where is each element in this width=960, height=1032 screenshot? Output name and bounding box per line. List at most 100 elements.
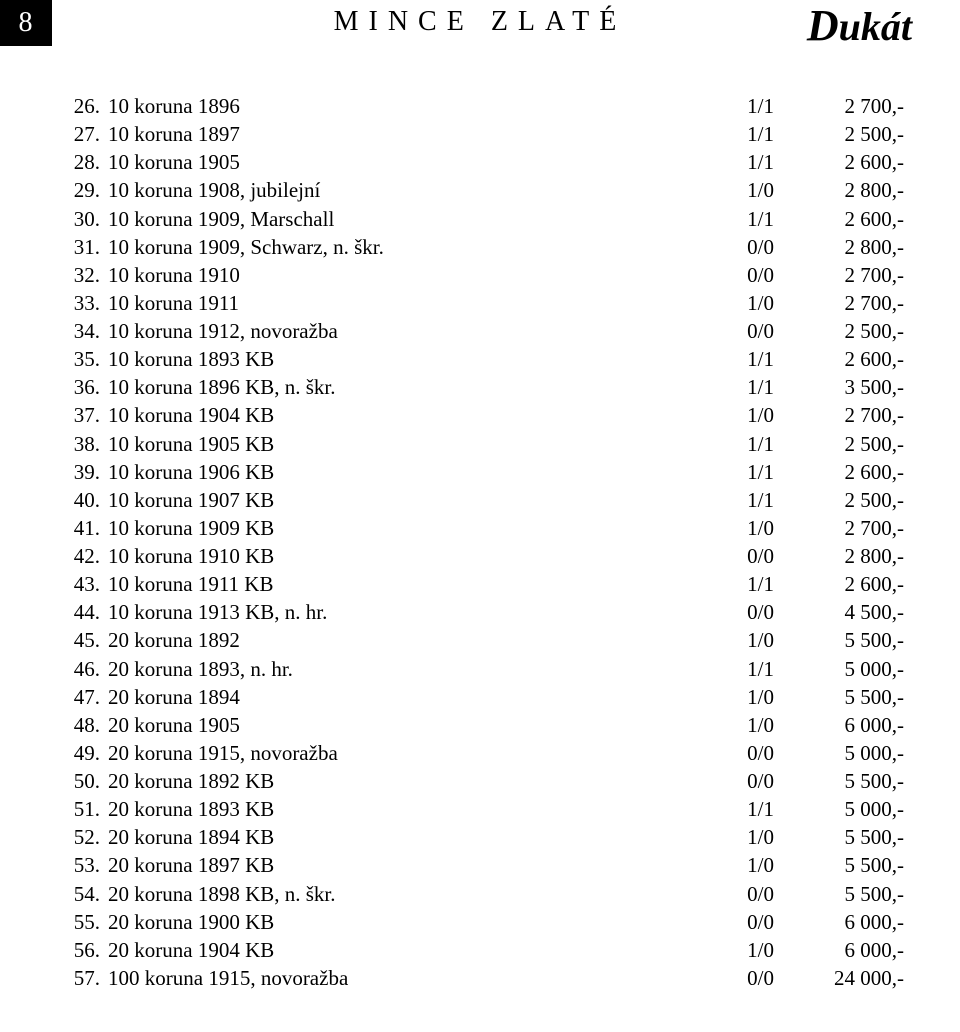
item-price: 2 500,-	[774, 486, 904, 514]
item-description: 10 koruna 1897	[100, 120, 704, 148]
item-description: 20 koruna 1898 KB, n. škr.	[100, 880, 704, 908]
item-number: 56.	[56, 936, 100, 964]
item-description: 10 koruna 1911	[100, 289, 704, 317]
item-grade: 1/1	[704, 458, 774, 486]
item-grade: 1/1	[704, 120, 774, 148]
item-number: 50.	[56, 767, 100, 795]
page-header: 8 MINCE ZLATÉ Dukát	[0, 0, 960, 64]
item-number: 40.	[56, 486, 100, 514]
item-grade: 1/0	[704, 711, 774, 739]
item-number: 48.	[56, 711, 100, 739]
item-description: 10 koruna 1908, jubilejní	[100, 176, 704, 204]
item-price: 5 500,-	[774, 880, 904, 908]
item-price: 5 500,-	[774, 626, 904, 654]
item-description: 20 koruna 1893, n. hr.	[100, 655, 704, 683]
list-item: 46.20 koruna 1893, n. hr.1/15 000,-	[56, 655, 904, 683]
item-number: 29.	[56, 176, 100, 204]
item-grade: 1/0	[704, 514, 774, 542]
item-price: 2 800,-	[774, 542, 904, 570]
item-price: 2 600,-	[774, 345, 904, 373]
item-price: 2 600,-	[774, 205, 904, 233]
item-description: 10 koruna 1904 KB	[100, 401, 704, 429]
item-grade: 1/1	[704, 92, 774, 120]
item-grade: 1/1	[704, 655, 774, 683]
item-description: 10 koruna 1896 KB, n. škr.	[100, 373, 704, 401]
list-item: 44.10 koruna 1913 KB, n. hr.0/04 500,-	[56, 598, 904, 626]
item-grade: 1/1	[704, 148, 774, 176]
page: 8 MINCE ZLATÉ Dukát 26.10 koruna 18961/1…	[0, 0, 960, 1032]
item-number: 37.	[56, 401, 100, 429]
item-description: 10 koruna 1912, novoražba	[100, 317, 704, 345]
item-price: 5 500,-	[774, 683, 904, 711]
list-item: 31.10 koruna 1909, Schwarz, n. škr.0/02 …	[56, 233, 904, 261]
list-item: 50.20 koruna 1892 KB0/05 500,-	[56, 767, 904, 795]
item-price: 5 000,-	[774, 795, 904, 823]
item-grade: 1/1	[704, 205, 774, 233]
list-item: 41.10 koruna 1909 KB1/02 700,-	[56, 514, 904, 542]
list-item: 36.10 koruna 1896 KB, n. škr.1/13 500,-	[56, 373, 904, 401]
item-number: 52.	[56, 823, 100, 851]
item-description: 20 koruna 1905	[100, 711, 704, 739]
item-grade: 0/0	[704, 739, 774, 767]
item-number: 26.	[56, 92, 100, 120]
item-number: 44.	[56, 598, 100, 626]
list-item: 37.10 koruna 1904 KB1/02 700,-	[56, 401, 904, 429]
item-price: 6 000,-	[774, 936, 904, 964]
list-item: 26.10 koruna 18961/12 700,-	[56, 92, 904, 120]
brand-logo-rest: ukát	[839, 4, 912, 49]
list-item: 57.100 koruna 1915, novoražba0/024 000,-	[56, 964, 904, 992]
list-item: 33.10 koruna 19111/02 700,-	[56, 289, 904, 317]
list-item: 45.20 koruna 18921/05 500,-	[56, 626, 904, 654]
item-number: 31.	[56, 233, 100, 261]
item-number: 53.	[56, 851, 100, 879]
item-description: 10 koruna 1913 KB, n. hr.	[100, 598, 704, 626]
list-item: 27.10 koruna 18971/12 500,-	[56, 120, 904, 148]
item-price: 3 500,-	[774, 373, 904, 401]
item-price: 2 500,-	[774, 430, 904, 458]
list-item: 51.20 koruna 1893 KB1/15 000,-	[56, 795, 904, 823]
item-description: 10 koruna 1905	[100, 148, 704, 176]
item-number: 35.	[56, 345, 100, 373]
item-grade: 1/1	[704, 345, 774, 373]
item-price: 5 500,-	[774, 851, 904, 879]
item-number: 54.	[56, 880, 100, 908]
item-grade: 1/1	[704, 373, 774, 401]
list-item: 32.10 koruna 19100/02 700,-	[56, 261, 904, 289]
item-description: 10 koruna 1907 KB	[100, 486, 704, 514]
item-description: 10 koruna 1896	[100, 92, 704, 120]
item-number: 39.	[56, 458, 100, 486]
item-price: 2 700,-	[774, 514, 904, 542]
item-number: 47.	[56, 683, 100, 711]
list-item: 49.20 koruna 1915, novoražba0/05 000,-	[56, 739, 904, 767]
item-description: 10 koruna 1909, Schwarz, n. škr.	[100, 233, 704, 261]
item-price: 5 500,-	[774, 823, 904, 851]
list-item: 38.10 koruna 1905 KB1/12 500,-	[56, 430, 904, 458]
item-grade: 0/0	[704, 880, 774, 908]
list-item: 42.10 koruna 1910 KB0/02 800,-	[56, 542, 904, 570]
list-item: 47.20 koruna 18941/05 500,-	[56, 683, 904, 711]
list-item: 43.10 koruna 1911 KB1/12 600,-	[56, 570, 904, 598]
item-number: 32.	[56, 261, 100, 289]
item-description: 20 koruna 1915, novoražba	[100, 739, 704, 767]
item-grade: 1/1	[704, 795, 774, 823]
item-description: 10 koruna 1909, Marschall	[100, 205, 704, 233]
list-item: 40.10 koruna 1907 KB1/12 500,-	[56, 486, 904, 514]
item-grade: 0/0	[704, 233, 774, 261]
item-grade: 1/1	[704, 430, 774, 458]
list-item: 35.10 koruna 1893 KB1/12 600,-	[56, 345, 904, 373]
item-price: 5 000,-	[774, 739, 904, 767]
list-item: 55.20 koruna 1900 KB0/06 000,-	[56, 908, 904, 936]
item-number: 36.	[56, 373, 100, 401]
list-item: 52.20 koruna 1894 KB1/05 500,-	[56, 823, 904, 851]
item-number: 45.	[56, 626, 100, 654]
item-description: 20 koruna 1892 KB	[100, 767, 704, 795]
item-grade: 1/1	[704, 570, 774, 598]
item-price: 2 600,-	[774, 148, 904, 176]
item-description: 20 koruna 1897 KB	[100, 851, 704, 879]
item-number: 57.	[56, 964, 100, 992]
item-price: 2 600,-	[774, 570, 904, 598]
item-number: 55.	[56, 908, 100, 936]
item-description: 20 koruna 1892	[100, 626, 704, 654]
item-grade: 1/0	[704, 851, 774, 879]
item-description: 10 koruna 1910 KB	[100, 542, 704, 570]
